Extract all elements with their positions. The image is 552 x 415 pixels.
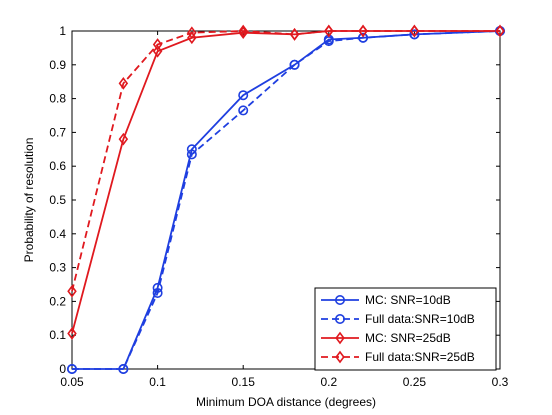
legend-label: MC: SNR=10dB [365,293,451,307]
series-markers [67,24,505,374]
y-axis-label: Probability of resolution [22,138,36,263]
series-3-point [358,24,368,38]
series-line-3 [71,30,500,292]
series-2-point [67,327,77,340]
y-tick-label: 0.4 [49,227,66,241]
series-1-point [186,149,197,160]
series-2-point [187,31,197,45]
series-3-point [187,26,197,40]
x-tick-label: 0.05 [60,375,84,389]
series-lines [71,30,501,370]
series-3-point [324,24,334,38]
x-axis-label: Minimum DOA distance (degrees) [196,395,376,409]
y-tick-label: 0.7 [49,125,66,139]
series-3-point [238,24,248,38]
y-tick-label: 0.9 [49,58,66,72]
legend-swatch-marker [335,350,345,364]
series-1-point [152,287,163,298]
series-1-point [238,105,249,116]
series-line-1 [72,30,501,370]
legend-label: MC: SNR=25dB [365,331,451,345]
y-tick-label: 0.2 [49,294,66,308]
series-3-point [495,24,505,38]
series-2-point [118,132,129,146]
series-3-point [409,24,420,38]
series-2-point [238,26,248,40]
legend-swatch-marker [335,331,345,345]
series-0-point [238,90,249,101]
y-tick-label: 0.5 [49,193,66,207]
series-3-point [289,28,300,41]
y-tick-label: 0 [59,362,66,376]
series-3-point [67,284,77,298]
legend-swatch-marker [334,313,345,324]
y-tick-label: 1 [59,24,66,38]
x-tick-label: 0.15 [232,375,256,389]
x-tick-label: 0.2 [320,375,337,389]
series-1-point [289,59,300,70]
series-3-point [118,77,129,90]
y-tick-label: 0.3 [49,261,66,275]
series-1-point [67,363,78,374]
series-1-point [358,32,369,43]
y-tick-label: 0.1 [49,328,66,342]
legend: MC: SNR=10dB Full data:SNR=10dB MC: SNR=25… [314,287,497,371]
axis-ticks: 0.05 0.1 0.15 0.2 0.25 0.3 0 0.1 0.2 0.3 0.4 0.5 0.6… [49,24,508,389]
x-tick-label: 0.3 [492,375,509,389]
series-0-point [152,282,163,293]
series-0-point [186,144,197,155]
x-tick-label: 0.25 [403,375,427,389]
series-line-0 [72,30,501,370]
legend-swatch-marker [334,294,345,305]
series-3-point [152,38,163,51]
legend-label: Full data:SNR=25dB [365,350,475,364]
legend-label: Full data:SNR=10dB [365,312,475,326]
series-1-point [118,363,129,374]
series-2-point [152,44,163,58]
x-tick-label: 0.1 [149,375,166,389]
y-tick-label: 0.8 [49,92,66,106]
y-tick-label: 0.6 [49,159,66,173]
series-1-point [409,29,420,40]
